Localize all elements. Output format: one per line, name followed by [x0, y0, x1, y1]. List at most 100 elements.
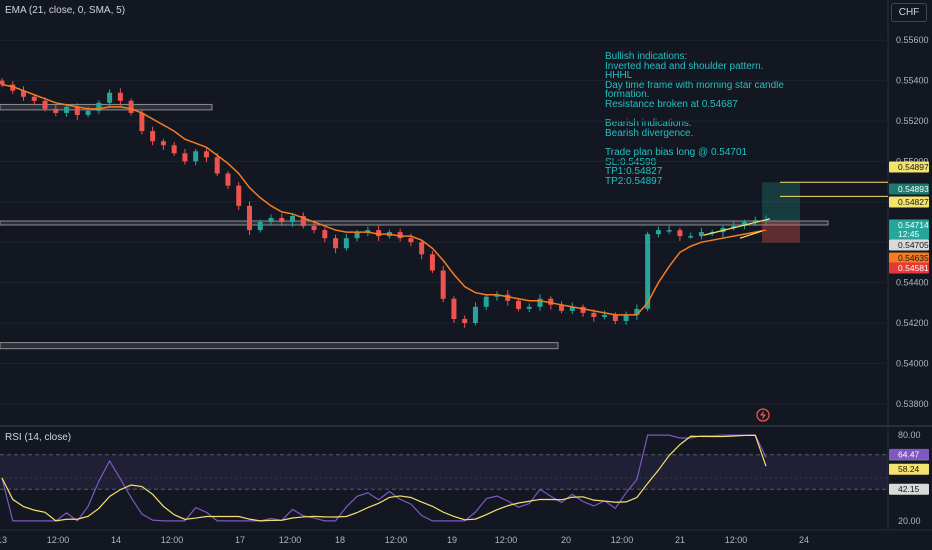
sr-zone[interactable] — [0, 342, 559, 350]
candle-body[interactable] — [397, 232, 403, 239]
candle-body[interactable] — [548, 298, 554, 305]
candle-body[interactable] — [741, 222, 747, 227]
note-line: Trade plan bias long @ 0.54701 — [605, 146, 748, 158]
candle-body[interactable] — [268, 217, 274, 222]
candle-body[interactable] — [85, 110, 91, 115]
candle-body[interactable] — [365, 230, 371, 233]
candle-body[interactable] — [193, 151, 199, 162]
candle-body[interactable] — [0, 80, 5, 85]
candle-body[interactable] — [429, 254, 435, 271]
candle-body[interactable] — [128, 100, 134, 113]
candle-body[interactable] — [10, 84, 16, 91]
candle-body[interactable] — [451, 298, 457, 319]
candle-body[interactable] — [472, 306, 478, 323]
price-tick-label: 0.55400 — [896, 76, 929, 86]
candle-body[interactable] — [322, 230, 328, 239]
candle-body[interactable] — [117, 92, 123, 101]
rsi-line[interactable] — [1, 434, 767, 522]
candle-body[interactable] — [53, 108, 59, 113]
candle-body[interactable] — [225, 173, 231, 186]
candle-body[interactable] — [516, 300, 522, 309]
candle-body[interactable] — [74, 106, 80, 115]
price-tick-label: 0.55600 — [896, 35, 929, 45]
candle-body[interactable] — [612, 314, 618, 321]
trend-line-upper[interactable] — [703, 218, 771, 236]
rsi-ma-line[interactable] — [1, 434, 767, 522]
candle-body[interactable] — [257, 222, 263, 231]
candle-body[interactable] — [160, 141, 166, 146]
note-line: Day time frame with morning star candle — [605, 79, 784, 91]
candle-body[interactable] — [203, 151, 209, 158]
sr-zone[interactable] — [0, 220, 829, 226]
note-line: Bearish divergence. — [605, 127, 694, 139]
price-tag-label: 0.54897 — [898, 162, 929, 172]
candle-body[interactable] — [333, 238, 339, 249]
rsi-tag — [889, 448, 929, 460]
stop-loss-zone[interactable] — [762, 221, 800, 243]
candle-body[interactable] — [677, 230, 683, 237]
candle-body[interactable] — [343, 238, 349, 249]
take-profit-zone[interactable] — [762, 182, 800, 222]
candle-body[interactable] — [246, 205, 252, 231]
alert-icon[interactable] — [756, 408, 770, 422]
trend-line-lower[interactable] — [739, 230, 763, 239]
candle-body[interactable] — [688, 236, 694, 238]
candle-body[interactable] — [182, 153, 188, 162]
candle-body[interactable] — [591, 312, 597, 317]
candle-body[interactable] — [666, 230, 672, 232]
candle-body[interactable] — [623, 314, 629, 321]
candle-body[interactable] — [602, 314, 608, 317]
candle-body[interactable] — [569, 306, 575, 311]
candle-body[interactable] — [214, 157, 220, 174]
candle-body[interactable] — [655, 230, 661, 235]
candle-body[interactable] — [21, 90, 27, 97]
candle-body[interactable] — [731, 226, 737, 229]
candle-body[interactable] — [376, 230, 382, 237]
candle-body[interactable] — [96, 102, 102, 111]
time-tick-label: 12:00 — [279, 535, 302, 545]
candle-body[interactable] — [763, 219, 769, 222]
candle-body[interactable] — [290, 215, 296, 222]
candle-body[interactable] — [440, 270, 446, 299]
ema-line[interactable] — [1, 83, 767, 316]
candle-body[interactable] — [526, 306, 532, 309]
candle-body[interactable] — [580, 306, 586, 313]
rsi-indicator-label[interactable]: RSI (14, close) — [5, 432, 72, 443]
price-tag — [889, 239, 929, 251]
candle-body[interactable] — [139, 112, 145, 132]
candle-body[interactable] — [300, 215, 306, 227]
price-tag — [889, 183, 929, 195]
candle-body[interactable] — [505, 294, 511, 301]
candle-body[interactable] — [31, 96, 37, 101]
currency-button[interactable]: CHF — [891, 3, 927, 22]
rsi-tag-label: 42.15 — [898, 484, 920, 494]
candle-body[interactable] — [107, 92, 113, 103]
candle-body[interactable] — [311, 226, 317, 231]
candle-body[interactable] — [634, 308, 640, 315]
candle-body[interactable] — [645, 234, 651, 309]
candle-body[interactable] — [42, 100, 48, 109]
candle-body[interactable] — [408, 238, 414, 243]
time-tick-label: 13 — [0, 535, 7, 545]
candle-body[interactable] — [483, 296, 489, 307]
time-tick-label: 20 — [561, 535, 571, 545]
candle-body[interactable] — [150, 131, 156, 142]
candle-body[interactable] — [419, 242, 425, 255]
candle-body[interactable] — [752, 219, 758, 222]
ema-indicator-label[interactable]: EMA (21, close, 0, SMA, 5) — [5, 5, 126, 16]
candle-body[interactable] — [236, 185, 242, 206]
candle-body[interactable] — [698, 232, 704, 237]
candle-body[interactable] — [537, 298, 543, 307]
candle-body[interactable] — [354, 232, 360, 239]
candle-body[interactable] — [279, 217, 285, 222]
note-line: Inverted head and shoulder pattern. — [605, 60, 764, 72]
price-tag-label: 0.54714 — [898, 220, 929, 230]
candle-body[interactable] — [559, 304, 565, 311]
price-tag — [889, 228, 929, 240]
candle-body[interactable] — [462, 318, 468, 323]
candle-body[interactable] — [64, 106, 70, 113]
rsi-tag — [889, 483, 929, 495]
candle-body[interactable] — [494, 294, 500, 297]
candle-body[interactable] — [171, 145, 177, 154]
